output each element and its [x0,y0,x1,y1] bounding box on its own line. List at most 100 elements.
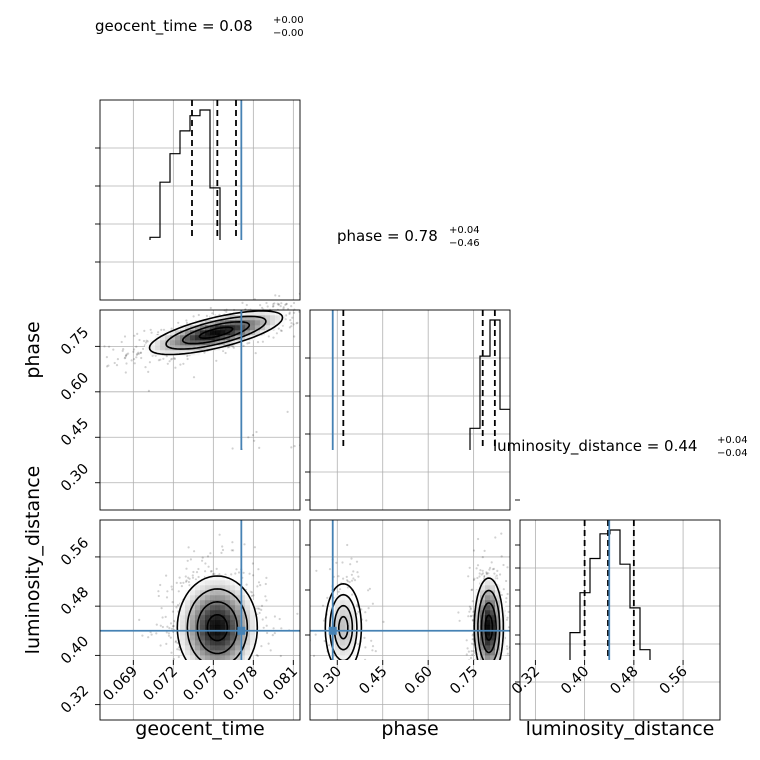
sample-point [229,664,231,666]
density-cell [260,465,265,470]
density-cell [245,650,251,656]
density-cell [220,660,225,665]
density-cell [500,650,506,656]
density-cell [195,645,201,651]
sample-point [293,335,296,338]
sample-point [130,359,133,362]
density-cell [190,660,195,665]
density-cell [180,610,186,616]
sample-point [352,666,354,668]
density-cell [210,470,215,475]
sample-point [143,329,146,332]
contour-line [473,577,505,660]
sample-point [352,577,355,580]
sample-point [236,713,238,715]
sample-point [193,550,196,553]
sample-point [177,483,179,485]
density-cell [235,650,241,656]
density-cell [195,610,201,616]
sample-point [489,702,491,704]
density-cell [200,580,206,586]
density-cell [190,485,195,490]
sample-point [472,643,475,646]
sample-point [356,571,359,574]
sample-point [279,329,282,332]
density-cell [235,640,241,646]
density-cell [205,485,210,490]
sample-point [136,332,139,335]
sample-point [105,356,108,359]
density-cell [200,320,206,326]
sample-point [249,475,251,477]
sample-point [148,361,151,364]
density-cell [225,580,231,586]
sample-point [350,661,352,663]
sample-point [473,659,476,660]
sample-point [367,589,370,592]
sample-point [478,572,481,575]
ylabel-phase: phase [22,321,44,378]
sample-point [237,668,239,670]
sample-point [186,355,189,358]
density-cell [220,470,225,475]
density-cell [245,475,250,480]
density-cell [230,330,236,336]
sample-point [257,581,261,584]
density-cell [225,640,231,646]
density-cell [245,335,251,341]
sample-point [252,574,255,577]
sample-point [222,674,224,676]
density-cell [200,585,206,591]
density-cell [230,335,236,341]
density-cell [485,640,491,646]
density-cell [165,485,170,490]
sample-point [150,331,153,334]
density-cell [240,635,246,641]
sample-point [250,465,252,467]
sample-point [230,677,232,679]
sample-point [248,341,251,344]
contour-line [477,589,501,660]
density-cell [235,595,241,601]
sample-point [241,301,244,304]
sample-point [242,454,244,456]
density-cell [255,460,260,465]
sample-point [174,366,177,369]
density-cell [255,310,261,316]
sample-point [186,489,188,491]
density-cell [240,465,245,470]
sample-point [192,315,195,318]
sample-point [242,571,245,574]
density-cell [150,345,156,351]
contour-line [181,320,251,345]
sample-point [258,457,260,459]
sample-point [288,326,291,329]
xlabel-phase: phase [381,718,438,740]
xlabel-luminosity-distance: luminosity_distance [526,718,715,740]
sample-point [371,649,374,652]
sample-point [347,686,349,688]
histogram-clip [149,100,243,240]
sample-point [239,475,241,477]
density-cell [490,580,496,586]
sample-point [506,592,509,596]
density-cell [195,335,201,341]
sample-point [220,551,223,555]
sample-point [506,663,508,665]
sample-point [249,661,251,663]
density-cell [230,650,236,656]
sample-point [120,340,123,344]
sample-point [220,477,222,479]
x-tick-label: 0.081 [260,664,301,705]
density-cell [235,665,240,670]
sample-point [481,572,485,575]
sample-point [499,573,502,576]
y-tick-label: 0.30 [58,461,92,495]
sample-point [146,340,149,343]
sample-point [312,447,314,449]
sample-point [147,636,150,639]
density-cell [205,635,211,641]
density-cell [190,340,196,346]
contour-line [480,602,497,654]
density-cell [215,335,221,341]
